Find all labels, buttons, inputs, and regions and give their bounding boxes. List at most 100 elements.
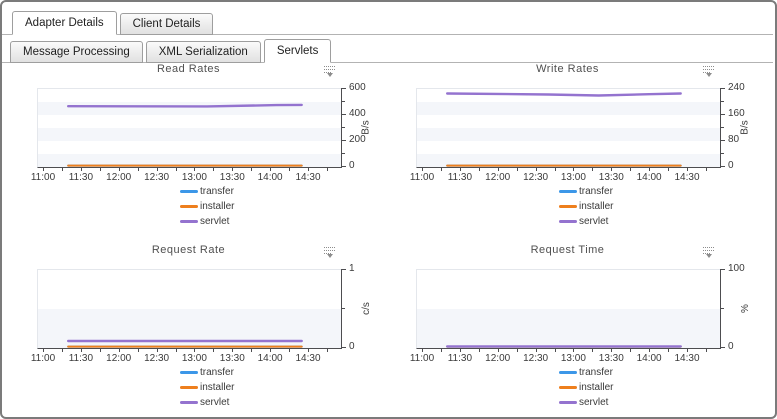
legend-label: installer bbox=[200, 382, 235, 393]
x-tick-label: 11:30 bbox=[447, 172, 473, 183]
x-tick-label: 11:00 bbox=[409, 353, 435, 364]
tab-client-details[interactable]: Client Details bbox=[119, 13, 214, 35]
x-tick-label: 14:00 bbox=[257, 172, 283, 183]
x-tick bbox=[497, 348, 499, 352]
chart-menu-icon[interactable] bbox=[324, 246, 338, 259]
x-tick bbox=[687, 167, 688, 171]
legend-item-servlet[interactable]: servlet bbox=[559, 395, 613, 410]
legend-item-servlet[interactable]: servlet bbox=[180, 214, 234, 229]
x-tick bbox=[175, 167, 177, 171]
legend-item-installer[interactable]: installer bbox=[559, 199, 613, 214]
tab-message-processing[interactable]: Message Processing bbox=[10, 41, 143, 63]
y-tick-label: 80 bbox=[728, 134, 740, 145]
tab-adapter-details[interactable]: Adapter Details bbox=[12, 11, 117, 35]
transfer-line-swatch bbox=[559, 190, 577, 193]
y-axis-unit-box: % bbox=[737, 269, 753, 347]
y-axis-unit-label: % bbox=[739, 303, 751, 313]
series-line-servlet bbox=[67, 103, 303, 108]
y-tick-label: 600 bbox=[349, 82, 366, 93]
legend-item-transfer[interactable]: transfer bbox=[559, 184, 613, 199]
x-tick-label: 12:30 bbox=[523, 172, 549, 183]
plot-area bbox=[37, 88, 342, 168]
x-tick-label: 14:00 bbox=[257, 353, 283, 364]
legend-label: installer bbox=[200, 201, 235, 212]
down-arrow-icon bbox=[706, 254, 712, 258]
x-tick-label: 12:00 bbox=[485, 353, 511, 364]
x-tick bbox=[668, 348, 670, 352]
y-axis-unit-box: c/s bbox=[358, 269, 374, 347]
x-tick bbox=[232, 348, 234, 352]
x-tick bbox=[43, 348, 44, 352]
charts-grid: Read Rates 0 200 400 600 B/s 11:00 11:30 12:00 12… bbox=[2, 62, 775, 417]
x-tick bbox=[137, 167, 139, 171]
legend-label: installer bbox=[579, 201, 614, 212]
chart-request-rate: Request Rate 0 1 c/s 11:00 11:30 12:00 12:30 13:… bbox=[2, 243, 387, 417]
x-tick bbox=[213, 348, 215, 352]
x-tick-label: 13:30 bbox=[219, 172, 245, 183]
chart-menu-icon[interactable] bbox=[324, 65, 338, 78]
legend-label: transfer bbox=[579, 367, 613, 378]
legend-item-installer[interactable]: installer bbox=[180, 380, 234, 395]
legend-label: transfer bbox=[579, 186, 613, 197]
tab-servlets[interactable]: Servlets bbox=[263, 39, 332, 63]
y-tick bbox=[720, 269, 725, 270]
x-tick bbox=[592, 348, 594, 352]
x-tick bbox=[156, 167, 158, 171]
legend-item-transfer[interactable]: transfer bbox=[559, 365, 613, 380]
legend: transfer installer servlet bbox=[180, 184, 234, 229]
legend-item-installer[interactable]: installer bbox=[180, 199, 234, 214]
x-tick bbox=[705, 348, 707, 352]
x-tick bbox=[649, 348, 651, 352]
chart-menu-icon[interactable] bbox=[703, 246, 717, 259]
y-minor-tick bbox=[720, 127, 724, 128]
legend-label: servlet bbox=[200, 216, 230, 227]
x-tick-label: 12:30 bbox=[523, 353, 549, 364]
legend-label: servlet bbox=[579, 216, 609, 227]
legend-label: servlet bbox=[200, 397, 230, 408]
installer-line-swatch bbox=[559, 205, 577, 208]
x-tick bbox=[61, 348, 63, 352]
legend-item-installer[interactable]: installer bbox=[559, 380, 613, 395]
x-tick bbox=[80, 167, 82, 171]
y-tick bbox=[341, 88, 346, 89]
legend-item-transfer[interactable]: transfer bbox=[180, 184, 234, 199]
servlet-line-swatch bbox=[180, 401, 198, 404]
plot-area bbox=[37, 269, 342, 349]
tab-xml-serialization[interactable]: XML Serialization bbox=[145, 41, 261, 63]
x-tick bbox=[118, 348, 120, 352]
x-tick-label: 11:00 bbox=[30, 353, 56, 364]
y-tick-label: 200 bbox=[349, 134, 366, 145]
down-arrow-icon bbox=[706, 73, 712, 77]
legend-item-transfer[interactable]: transfer bbox=[180, 365, 234, 380]
menu-icon-line bbox=[324, 253, 331, 254]
legend: transfer installer servlet bbox=[559, 184, 613, 229]
servlet-line-swatch bbox=[180, 220, 198, 223]
x-tick bbox=[687, 348, 688, 352]
chart-menu-icon[interactable] bbox=[703, 65, 717, 78]
x-tick bbox=[668, 167, 670, 171]
y-axis-unit-label: B/s bbox=[360, 119, 372, 135]
down-arrow-icon bbox=[327, 254, 333, 258]
chart-write-rates: Write Rates 0 80 160 240 B/s 11:00 11:30 12:00 12… bbox=[381, 62, 766, 240]
legend-item-servlet[interactable]: servlet bbox=[180, 395, 234, 410]
x-tick bbox=[573, 167, 575, 171]
series-line-servlet bbox=[446, 92, 682, 97]
y-minor-tick bbox=[341, 153, 345, 154]
x-tick bbox=[611, 348, 613, 352]
x-tick bbox=[535, 167, 537, 171]
x-tick-label: 13:30 bbox=[219, 353, 245, 364]
x-tick bbox=[516, 348, 518, 352]
y-tick-label: 0 bbox=[728, 160, 734, 171]
y-minor-tick bbox=[341, 101, 345, 102]
x-tick-label: 13:30 bbox=[598, 172, 624, 183]
y-axis-unit-box: B/s bbox=[737, 88, 753, 166]
series-lines bbox=[446, 345, 682, 348]
x-tick-label: 11:30 bbox=[68, 172, 94, 183]
y-tick bbox=[341, 347, 346, 348]
menu-icon-line bbox=[703, 250, 714, 251]
legend-item-servlet[interactable]: servlet bbox=[559, 214, 613, 229]
x-tick bbox=[459, 167, 461, 171]
x-tick bbox=[649, 167, 651, 171]
x-tick-label: 13:00 bbox=[181, 353, 207, 364]
